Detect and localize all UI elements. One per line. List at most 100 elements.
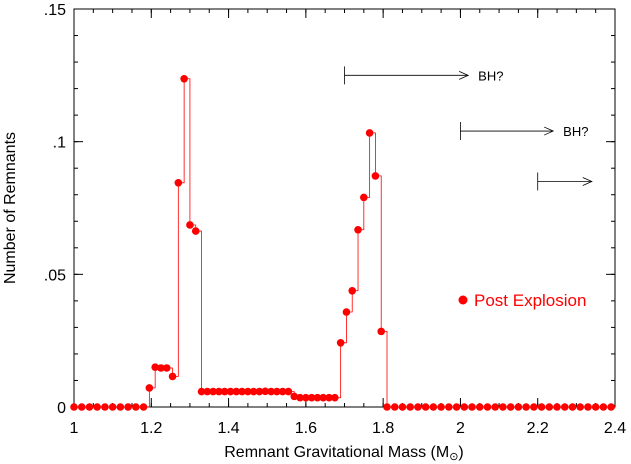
data-point <box>584 403 592 411</box>
data-point <box>499 403 507 411</box>
data-point <box>545 403 554 411</box>
data-point <box>203 387 212 396</box>
y-tick-label: .05 <box>44 267 66 284</box>
legend-label: Post Explosion <box>474 291 586 310</box>
data-point <box>101 403 109 411</box>
x-tick-label: 1 <box>70 420 79 437</box>
x-axis-title: Remnant Gravitational Mass (M⊙) <box>224 444 464 463</box>
data-point <box>460 403 469 411</box>
data-point <box>215 387 223 396</box>
data-point <box>377 327 386 336</box>
data-point <box>284 387 293 396</box>
data-point <box>197 387 206 396</box>
series-line <box>74 78 612 408</box>
annotation-arrow-head <box>544 126 555 136</box>
y-tick-label: .15 <box>44 2 66 19</box>
y-tick-label: .1 <box>53 135 66 152</box>
data-point <box>180 74 188 83</box>
x-tick-label: 1.6 <box>295 420 317 437</box>
data-point <box>93 403 101 411</box>
data-point <box>226 387 235 396</box>
data-point <box>302 393 310 402</box>
data-point <box>348 286 357 295</box>
data-point <box>139 403 148 411</box>
data-point <box>261 387 270 396</box>
data-point <box>560 403 569 411</box>
annotation-label: BH? <box>478 68 503 83</box>
data-point <box>290 392 299 401</box>
series-points <box>70 74 615 411</box>
data-point <box>406 403 414 411</box>
data-point <box>331 393 339 402</box>
x-tick-label: 1.4 <box>217 420 239 437</box>
data-point <box>475 403 484 411</box>
data-point <box>209 387 217 396</box>
data-point <box>483 403 492 411</box>
x-tick-label: 2.4 <box>604 420 626 437</box>
data-point <box>232 387 241 396</box>
data-point <box>124 403 132 411</box>
data-point <box>191 227 200 235</box>
data-point <box>174 178 183 187</box>
x-tick-label: 1.8 <box>372 420 394 437</box>
data-point <box>390 403 399 411</box>
data-point <box>607 403 615 411</box>
data-point <box>325 393 333 402</box>
data-point <box>445 403 453 411</box>
data-point <box>145 384 154 392</box>
annotations: BH? BH? <box>344 66 593 191</box>
data-point <box>157 364 165 372</box>
data-point <box>398 403 407 411</box>
data-point <box>220 387 229 396</box>
data-point <box>132 403 140 411</box>
data-point <box>506 403 515 411</box>
data-point <box>514 403 523 411</box>
data-point <box>452 403 461 411</box>
data-point <box>116 403 125 411</box>
data-point <box>336 338 345 347</box>
series-step-line <box>74 78 612 408</box>
x-tick-label: 2 <box>456 420 465 437</box>
data-point <box>553 403 561 411</box>
data-point <box>354 225 362 234</box>
annotation-arrow-head <box>458 70 470 80</box>
data-point <box>468 403 476 411</box>
tick-labels: 1 1.2 1.4 1.6 1.8 2 2.2 2.4 0 .05 .1 .15 <box>44 2 626 437</box>
data-point <box>85 403 94 411</box>
data-point <box>296 393 304 402</box>
data-point <box>267 387 275 396</box>
data-point <box>307 393 316 402</box>
data-point <box>238 387 246 396</box>
y-tick-label: 0 <box>57 400 66 417</box>
data-point <box>371 172 380 180</box>
data-point <box>278 387 287 396</box>
data-point <box>365 129 374 137</box>
data-point <box>313 393 322 402</box>
data-point <box>273 387 281 396</box>
data-point <box>522 403 530 411</box>
y-axis-title: Number of Remnants <box>2 132 19 284</box>
data-point <box>414 403 422 411</box>
data-point <box>421 403 430 411</box>
data-point <box>151 363 159 372</box>
data-point <box>70 403 78 411</box>
legend-marker <box>458 295 468 305</box>
data-point <box>383 403 391 411</box>
data-point <box>319 393 328 402</box>
data-point <box>108 403 117 411</box>
data-point <box>599 403 608 411</box>
data-point <box>429 403 438 411</box>
x-tick-label: 2.2 <box>527 420 549 437</box>
x-tick-label: 1.2 <box>140 420 162 437</box>
data-point <box>360 193 368 202</box>
data-point <box>491 403 500 411</box>
data-point <box>168 372 177 381</box>
legend: Post Explosion <box>458 291 586 310</box>
annotation-arrow-head <box>582 177 593 186</box>
data-point <box>568 403 577 411</box>
data-point <box>342 308 351 316</box>
data-point <box>77 403 86 411</box>
annotation-label: BH? <box>563 124 588 139</box>
data-point <box>249 387 258 396</box>
